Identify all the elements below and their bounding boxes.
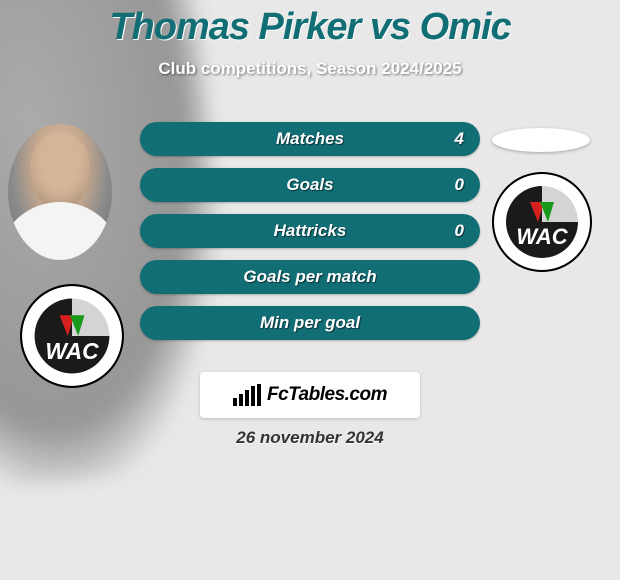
footer-date: 26 november 2024 [0, 428, 620, 448]
stat-label: Goals [140, 168, 480, 202]
stat-row-matches: Matches 4 [140, 122, 480, 156]
stats-table: Matches 4 Goals 0 Hattricks 0 Goals per … [140, 122, 480, 352]
stat-row-goals-per-match: Goals per match [140, 260, 480, 294]
stat-row-goals: Goals 0 [140, 168, 480, 202]
svg-text:WAC: WAC [45, 338, 99, 364]
svg-text:WAC: WAC [516, 224, 568, 249]
stat-row-min-per-goal: Min per goal [140, 306, 480, 340]
site-logo[interactable]: FcTables.com [200, 372, 420, 418]
stat-label: Hattricks [140, 214, 480, 248]
club-badge-right: WAC [492, 172, 592, 272]
page-title: Thomas Pirker vs Omic [0, 0, 620, 49]
comparison-card: Thomas Pirker vs Omic Club competitions,… [0, 0, 620, 580]
player-avatar-right [492, 128, 590, 152]
player-avatar-left [8, 124, 112, 260]
stat-value: 0 [455, 214, 464, 248]
stat-label: Matches [140, 122, 480, 156]
stat-label: Min per goal [140, 306, 480, 340]
stat-label: Goals per match [140, 260, 480, 294]
stat-value: 0 [455, 168, 464, 202]
page-subtitle: Club competitions, Season 2024/2025 [0, 59, 620, 79]
club-badge-left: WAC [20, 284, 124, 388]
bar-chart-icon [233, 384, 261, 406]
site-name: FcTables.com [267, 384, 387, 406]
stat-value: 4 [455, 122, 464, 156]
stat-row-hattricks: Hattricks 0 [140, 214, 480, 248]
